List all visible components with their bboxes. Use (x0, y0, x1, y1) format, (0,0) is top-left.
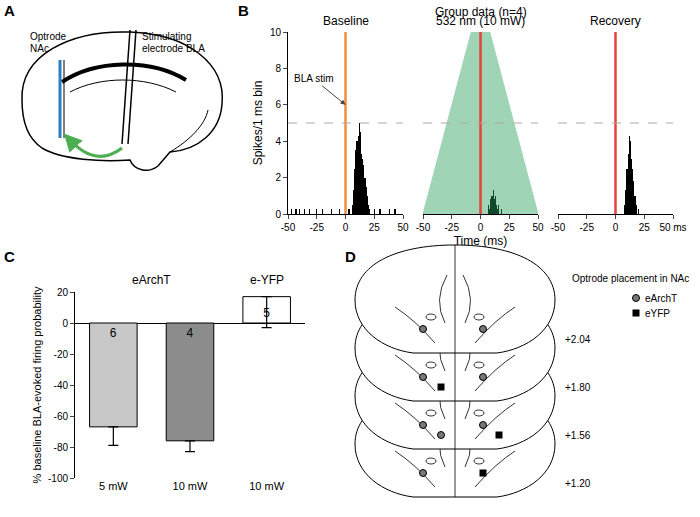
svg-text:% baseline BLA-evoked firing p: % baseline BLA-evoked firing probability (31, 286, 43, 483)
svg-text:NAc: NAc (30, 43, 49, 54)
svg-text:4: 4 (187, 326, 194, 340)
svg-text:532 nm (10 mW): 532 nm (10 mW) (436, 14, 525, 28)
svg-text:Spikes/1 ms bin: Spikes/1 ms bin (251, 81, 265, 166)
svg-text:-40: -40 (54, 380, 69, 391)
svg-text:-25: -25 (310, 222, 325, 233)
svg-text:C: C (4, 248, 15, 265)
svg-text:8: 8 (275, 63, 281, 74)
svg-text:-50: -50 (416, 222, 431, 233)
svg-text:BLA stim: BLA stim (294, 73, 333, 84)
svg-text:B: B (238, 2, 249, 19)
svg-text:-25: -25 (580, 222, 595, 233)
svg-text:25: 25 (369, 222, 381, 233)
svg-text:2: 2 (275, 172, 281, 183)
svg-text:0: 0 (613, 222, 619, 233)
svg-text:50: 50 (397, 222, 409, 233)
svg-text:Optrode: Optrode (30, 31, 67, 42)
svg-text:-60: -60 (54, 411, 69, 422)
svg-text:25: 25 (639, 222, 651, 233)
svg-text:-50: -50 (551, 222, 566, 233)
svg-text:5 mW: 5 mW (99, 480, 128, 492)
svg-text:eArchT: eArchT (132, 273, 171, 287)
svg-text:20: 20 (57, 287, 69, 298)
svg-text:50: 50 (532, 222, 544, 233)
svg-text:-50: -50 (281, 222, 296, 233)
svg-text:electrode BLA: electrode BLA (142, 43, 205, 54)
svg-text:+1.56: +1.56 (565, 430, 591, 441)
svg-text:10 mW: 10 mW (173, 480, 208, 492)
svg-text:4: 4 (275, 136, 281, 147)
svg-text:e-YFP: e-YFP (250, 273, 284, 287)
svg-text:6: 6 (275, 99, 281, 110)
svg-text:5: 5 (263, 306, 270, 320)
svg-text:eArchT: eArchT (645, 293, 677, 304)
svg-text:50 ms: 50 ms (659, 222, 686, 233)
svg-text:0: 0 (62, 318, 68, 329)
svg-text:-100: -100 (48, 473, 68, 484)
svg-text:10: 10 (270, 27, 282, 38)
svg-text:+1.80: +1.80 (565, 382, 591, 393)
svg-text:-80: -80 (54, 442, 69, 453)
svg-text:0: 0 (275, 209, 281, 220)
svg-text:D: D (345, 248, 356, 265)
svg-text:+1.20: +1.20 (565, 478, 591, 489)
svg-text:10 mW: 10 mW (249, 480, 284, 492)
svg-text:Baseline: Baseline (323, 14, 369, 28)
svg-text:0: 0 (478, 222, 484, 233)
svg-text:A: A (4, 2, 15, 19)
svg-text:Optrode placement in NAc: Optrode placement in NAc (572, 273, 689, 284)
svg-text:Recovery: Recovery (590, 14, 641, 28)
svg-text:eYFP: eYFP (645, 308, 670, 319)
svg-text:-20: -20 (54, 349, 69, 360)
svg-text:0: 0 (343, 222, 349, 233)
svg-text:+2.04: +2.04 (565, 334, 591, 345)
svg-text:Group data (n=4): Group data (n=4) (435, 5, 527, 19)
svg-text:Stimulating: Stimulating (142, 31, 191, 42)
svg-text:Time (ms): Time (ms) (454, 234, 508, 248)
svg-text:6: 6 (110, 326, 117, 340)
svg-text:-25: -25 (445, 222, 460, 233)
svg-text:25: 25 (504, 222, 516, 233)
